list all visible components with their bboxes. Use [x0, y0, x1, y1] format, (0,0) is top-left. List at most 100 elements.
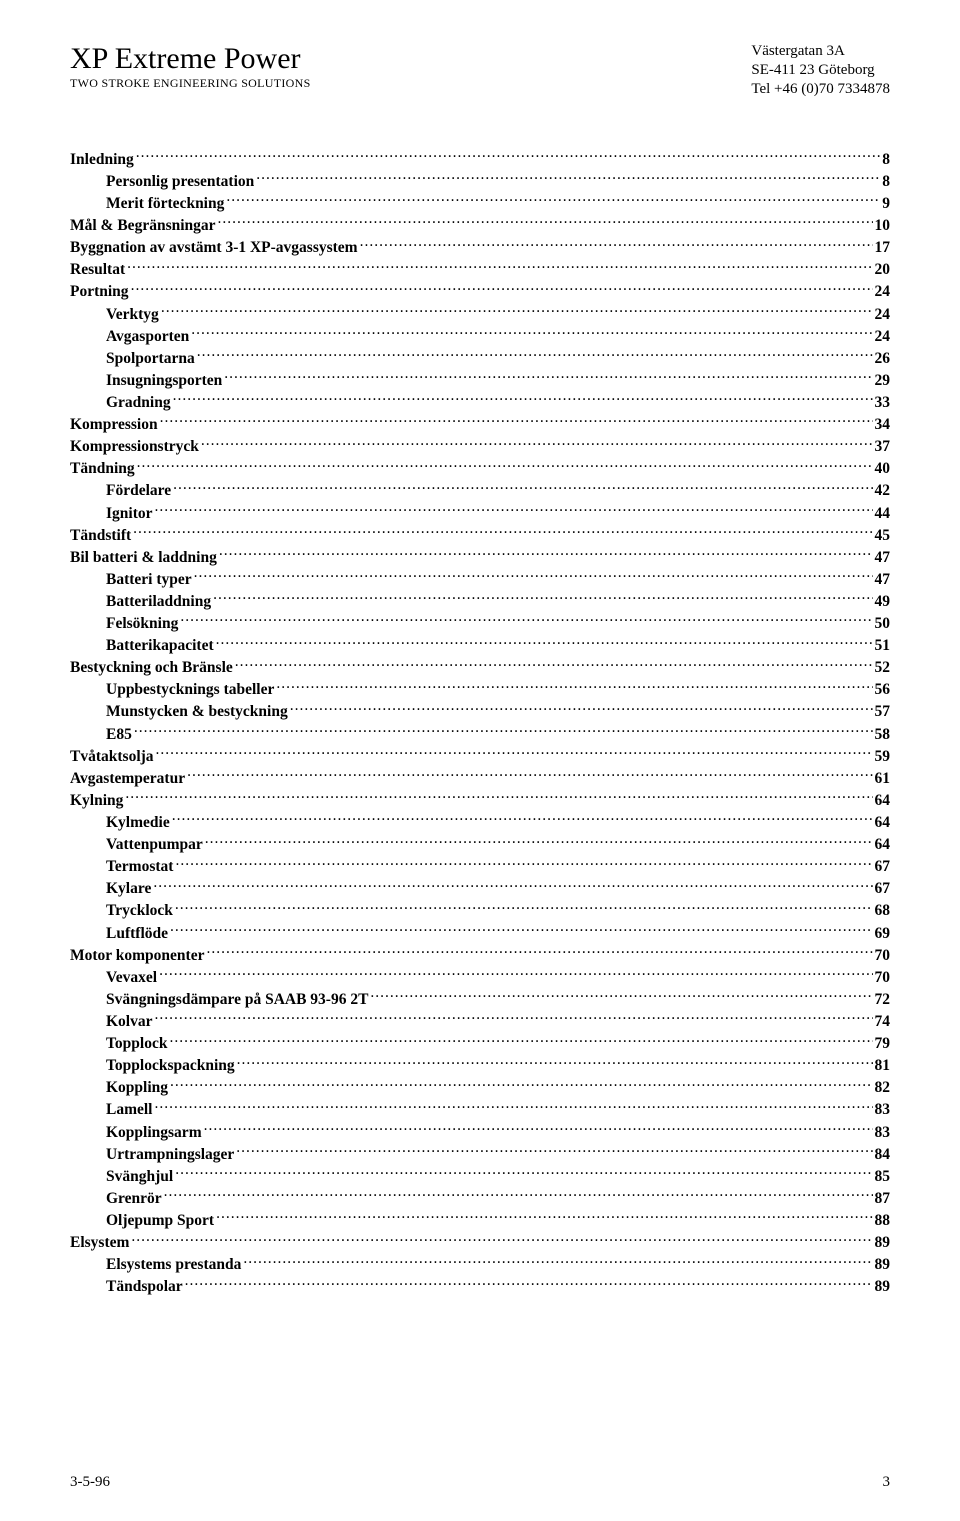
toc-page: 64	[875, 813, 891, 834]
toc-leader-dots	[175, 856, 872, 872]
toc-entry: Vattenpumpar64	[106, 834, 890, 856]
address-line1: Västergatan 3A	[751, 42, 890, 61]
toc-leader-dots	[216, 1210, 872, 1226]
toc-label: Portning	[70, 282, 129, 303]
toc-label: Koppling	[106, 1078, 168, 1099]
toc-entry: Kylning 64	[70, 789, 890, 811]
toc-page: 81	[875, 1056, 891, 1077]
toc-leader-dots	[155, 1011, 873, 1027]
toc-entry: Topplock79	[106, 1033, 890, 1055]
toc-page: 37	[875, 437, 891, 458]
toc-page: 57	[875, 702, 891, 723]
toc-page: 84	[875, 1145, 891, 1166]
toc-label: Trycklock	[106, 901, 173, 922]
toc-label: Kylning	[70, 791, 123, 812]
toc-page: 8	[882, 172, 890, 193]
toc-entry: Gradning33	[106, 391, 890, 413]
address-block: Västergatan 3A SE-411 23 Göteborg Tel +4…	[751, 42, 890, 98]
toc-entry: Oljepump Sport88	[106, 1210, 890, 1232]
toc-label: Tändning	[70, 459, 135, 480]
toc-entry: Portning 24	[70, 281, 890, 303]
toc-leader-dots	[185, 1276, 873, 1292]
toc-entry: Urtrampningslager84	[106, 1143, 890, 1165]
toc-entry: Insugningsporten29	[106, 369, 890, 391]
toc-leader-dots	[160, 414, 873, 430]
toc-entry: Lamell83	[106, 1099, 890, 1121]
toc-page: 83	[875, 1123, 891, 1144]
toc-entry: Merit förteckning9	[106, 192, 890, 214]
toc-leader-dots	[204, 1121, 873, 1137]
toc-leader-dots	[131, 281, 873, 297]
toc-leader-dots	[127, 259, 872, 275]
toc-label: Batteri typer	[106, 570, 192, 591]
toc-leader-dots	[153, 878, 872, 894]
toc-label: Grenrör	[106, 1189, 162, 1210]
toc-entry: Trycklock68	[106, 900, 890, 922]
toc-label: Munstycken & bestyckning	[106, 702, 288, 723]
toc-label: Tändspolar	[106, 1277, 183, 1298]
toc-leader-dots	[235, 657, 873, 673]
toc-page: 83	[875, 1100, 891, 1121]
toc-leader-dots	[194, 568, 873, 584]
toc-leader-dots	[197, 347, 873, 363]
toc-label: Batteriladdning	[106, 592, 211, 613]
toc-page: 24	[875, 327, 891, 348]
toc-entry: Uppbestycknings tabeller56	[106, 679, 890, 701]
toc-page: 72	[875, 990, 891, 1011]
toc-page: 50	[875, 614, 891, 635]
table-of-contents: Inledning 8Personlig presentation8Merit …	[70, 148, 890, 1298]
toc-leader-dots	[173, 391, 873, 407]
toc-label: Kompression	[70, 415, 158, 436]
toc-page: 70	[875, 946, 891, 967]
toc-page: 20	[875, 260, 891, 281]
toc-leader-dots	[187, 767, 872, 783]
toc-entry: Kylmedie64	[106, 812, 890, 834]
toc-page: 88	[875, 1211, 891, 1232]
toc-page: 79	[875, 1034, 891, 1055]
toc-label: E85	[106, 725, 132, 746]
toc-page: 10	[875, 216, 891, 237]
toc-entry: Svängningsdämpare på SAAB 93-96 2T72	[106, 988, 890, 1010]
toc-entry: Personlig presentation8	[106, 170, 890, 192]
toc-leader-dots	[172, 812, 873, 828]
toc-leader-dots	[175, 1165, 872, 1181]
toc-entry: Batteriladdning 49	[106, 590, 890, 612]
toc-page: 61	[875, 769, 891, 790]
toc-page: 8	[882, 150, 890, 171]
toc-label: Felsökning	[106, 614, 178, 635]
toc-page: 9	[882, 194, 890, 215]
toc-entry: Motor komponenter 70	[70, 944, 890, 966]
toc-leader-dots	[164, 1187, 873, 1203]
toc-label: Elsystems prestanda	[106, 1255, 241, 1276]
toc-label: Vevaxel	[106, 968, 157, 989]
toc-entry: Svänghjul85	[106, 1165, 890, 1187]
toc-label: Motor komponenter	[70, 946, 204, 967]
toc-page: 85	[875, 1167, 891, 1188]
toc-entry: Felsökning 50	[106, 613, 890, 635]
toc-label: Byggnation av avstämt 3-1 XP-avgassystem	[70, 238, 358, 259]
toc-label: Bil batteri & laddning	[70, 548, 217, 569]
footer-date: 3-5-96	[70, 1474, 110, 1491]
toc-entry: Fördelare42	[106, 480, 890, 502]
toc-page: 47	[875, 570, 891, 591]
toc-leader-dots	[180, 613, 872, 629]
toc-leader-dots	[169, 1033, 872, 1049]
toc-label: Topplockspackning	[106, 1056, 235, 1077]
toc-entry: Kompression 34	[70, 414, 890, 436]
toc-page: 58	[875, 725, 891, 746]
toc-leader-dots	[137, 458, 873, 474]
toc-entry: Inledning 8	[70, 148, 890, 170]
toc-label: Mål & Begränsningar	[70, 216, 216, 237]
toc-leader-dots	[276, 679, 872, 695]
toc-entry: Grenrör87	[106, 1187, 890, 1209]
toc-page: 67	[875, 879, 891, 900]
toc-leader-dots	[206, 944, 872, 960]
toc-page: 42	[875, 481, 891, 502]
toc-label: Tändstift	[70, 526, 131, 547]
toc-leader-dots	[155, 502, 873, 518]
toc-leader-dots	[161, 303, 873, 319]
toc-page: 64	[875, 791, 891, 812]
toc-page: 17	[875, 238, 891, 259]
toc-page: 49	[875, 592, 891, 613]
toc-entry: Termostat67	[106, 856, 890, 878]
